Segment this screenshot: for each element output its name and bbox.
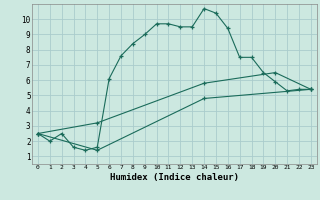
X-axis label: Humidex (Indice chaleur): Humidex (Indice chaleur) xyxy=(110,173,239,182)
